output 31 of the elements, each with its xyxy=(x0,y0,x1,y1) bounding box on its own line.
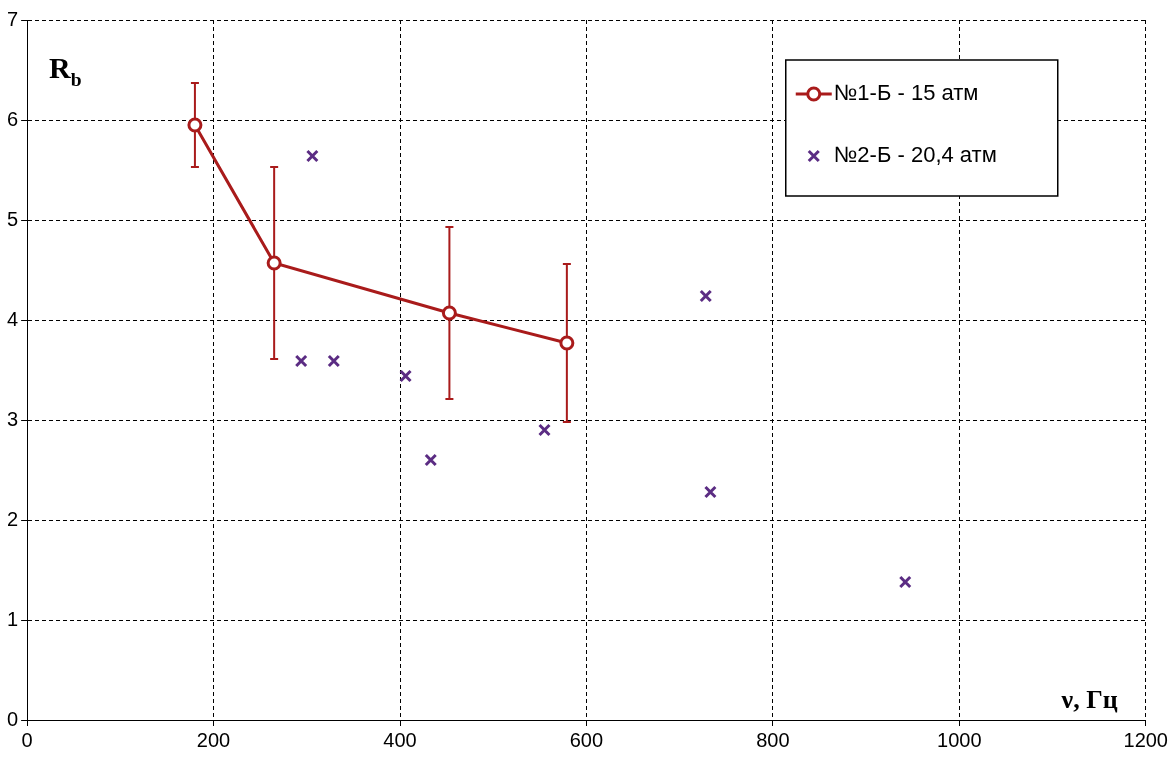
legend-label: №2-Б - 20,4 атм xyxy=(833,142,997,168)
point xyxy=(559,335,575,351)
y-tick-label: 5 xyxy=(7,207,19,230)
y-tick-label: 2 xyxy=(7,507,19,530)
point xyxy=(898,575,912,589)
point xyxy=(294,354,308,368)
y-tick-label: 6 xyxy=(7,107,19,130)
x-tick-label: 1200 xyxy=(1123,728,1168,751)
y-tick-label: 4 xyxy=(7,307,19,330)
x-tick-label: 400 xyxy=(383,728,417,751)
point xyxy=(703,485,717,499)
point xyxy=(327,354,341,368)
x-axis-title: ν, Гц xyxy=(1060,685,1118,714)
x-tick-label: 600 xyxy=(569,728,604,751)
point xyxy=(424,453,438,467)
y-tick-label: 0 xyxy=(7,707,19,730)
point xyxy=(399,369,413,383)
x-tick-label: 200 xyxy=(196,728,231,751)
point xyxy=(187,117,203,133)
y-tick-label: 1 xyxy=(7,607,19,630)
point xyxy=(699,289,713,303)
point xyxy=(266,255,282,271)
x-tick-label: 1000 xyxy=(937,728,982,751)
x-tick-label: 0 xyxy=(21,728,33,751)
y-tick-label: 7 xyxy=(7,7,19,30)
y-tick-label: 3 xyxy=(7,407,19,430)
x-tick-label: 800 xyxy=(756,728,790,751)
point xyxy=(441,305,457,321)
point xyxy=(538,423,551,437)
legend-label: №1-Б - 15 атм xyxy=(833,80,979,106)
point xyxy=(305,149,319,163)
